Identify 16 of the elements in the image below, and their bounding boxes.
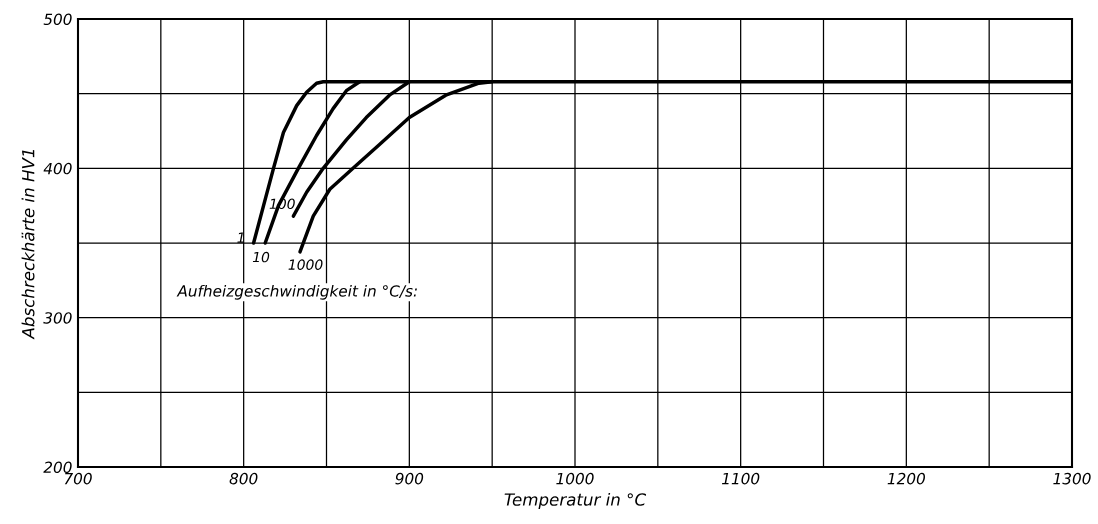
x-tick-label: 800	[229, 472, 258, 485]
y-tick-label: 200	[43, 461, 72, 474]
y-tick-label: 400	[43, 162, 72, 175]
y-axis-title: Abschreckhärte in HV1	[21, 149, 35, 340]
x-tick-label: 1300	[1053, 472, 1091, 485]
x-tick-label: 900	[395, 472, 424, 485]
x-tick-label: 1200	[887, 472, 925, 485]
annotation: Aufheizgeschwindigkeit in °C/s:	[176, 284, 417, 300]
y-tick-label: 500	[43, 13, 72, 26]
x-tick-label: 1100	[721, 472, 760, 485]
series-label: 10	[252, 251, 270, 263]
x-axis-title: Temperatur in °C	[504, 492, 647, 510]
x-tick-label: 1000	[556, 472, 594, 485]
x-tick-label: 700	[64, 472, 92, 485]
y-tick-label: 300	[43, 312, 72, 324]
series-label: 1000	[288, 259, 323, 270]
